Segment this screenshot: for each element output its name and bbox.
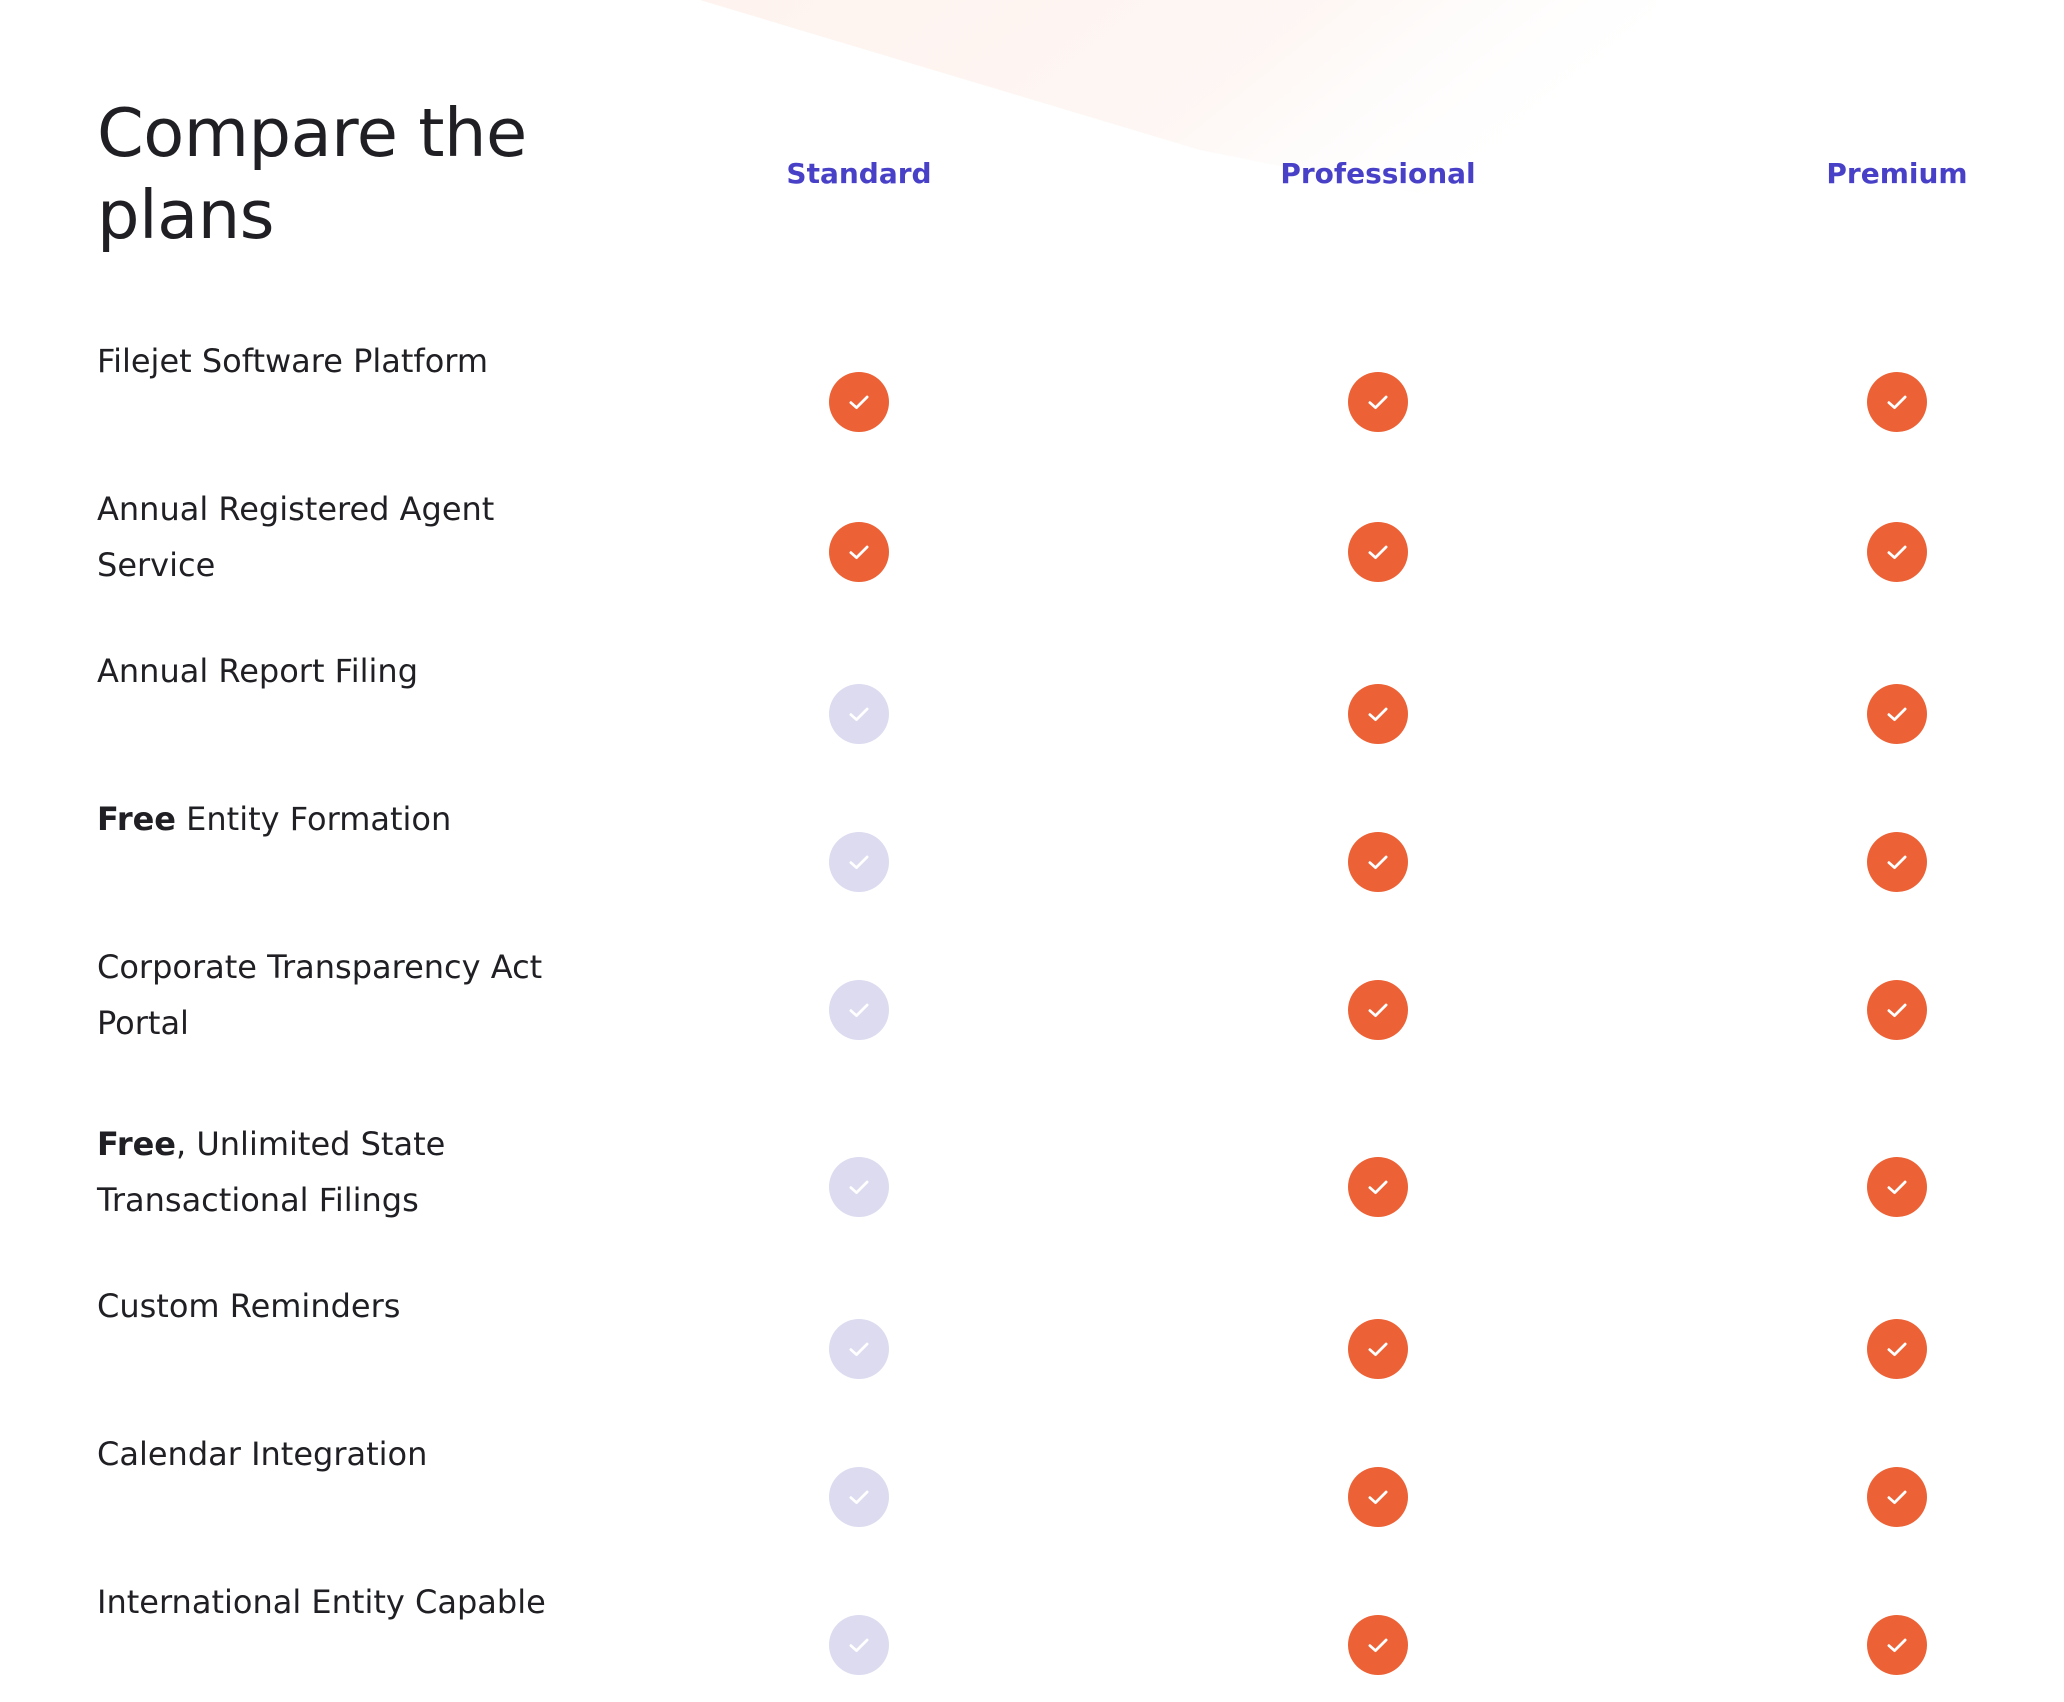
table-row: Free Entity Formation — [0, 791, 2064, 911]
feature-label-text: Entity Formation — [176, 800, 452, 838]
feature-label: Annual Report Filing — [97, 643, 617, 699]
check-circle-disabled-icon — [829, 1467, 889, 1527]
check-circle-icon — [1867, 1157, 1927, 1217]
table-row: Annual Registered Agent Service — [0, 481, 2064, 601]
check-circle-disabled-icon — [829, 980, 889, 1040]
feature-label: Free, Unlimited State Transactional Fili… — [97, 1116, 617, 1228]
feature-label-text: Custom Reminders — [97, 1287, 401, 1325]
check-circle-disabled-icon — [829, 684, 889, 744]
feature-label: Free Entity Formation — [97, 791, 617, 847]
feature-label-text: Annual Registered Agent Service — [97, 490, 495, 584]
page-title: Compare the plans — [97, 94, 527, 254]
check-circle-icon — [1348, 1157, 1408, 1217]
check-circle-icon — [829, 522, 889, 582]
table-row: Custom Reminders — [0, 1278, 2064, 1398]
feature-label: Custom Reminders — [97, 1278, 617, 1334]
feature-label: Annual Registered Agent Service — [97, 481, 617, 593]
plan-header-professional: Professional — [1280, 157, 1476, 190]
feature-label: International Entity Capable — [97, 1574, 617, 1630]
feature-label-text: Filejet Software Platform — [97, 342, 489, 380]
feature-label-emphasis: Free — [97, 1125, 176, 1163]
feature-label-text: Corporate Transparency Act Portal — [97, 948, 543, 1042]
table-row: International Entity Capable — [0, 1574, 2064, 1694]
table-row: Corporate Transparency Act Portal — [0, 939, 2064, 1059]
check-circle-disabled-icon — [829, 1319, 889, 1379]
table-row: Calendar Integration — [0, 1426, 2064, 1546]
check-circle-icon — [1867, 372, 1927, 432]
plan-header-premium: Premium — [1826, 157, 1968, 190]
feature-label: Filejet Software Platform — [97, 333, 617, 389]
check-circle-icon — [1867, 832, 1927, 892]
check-circle-icon — [1348, 1467, 1408, 1527]
feature-label-text: Calendar Integration — [97, 1435, 428, 1473]
check-circle-icon — [1867, 1615, 1927, 1675]
check-circle-icon — [1867, 980, 1927, 1040]
check-circle-icon — [829, 372, 889, 432]
feature-label-text: Annual Report Filing — [97, 652, 418, 690]
check-circle-icon — [1348, 522, 1408, 582]
check-circle-icon — [1348, 1615, 1408, 1675]
check-circle-icon — [1867, 1467, 1927, 1527]
check-circle-icon — [1867, 522, 1927, 582]
check-circle-icon — [1867, 684, 1927, 744]
check-circle-icon — [1348, 980, 1408, 1040]
feature-label: Calendar Integration — [97, 1426, 617, 1482]
check-circle-disabled-icon — [829, 1615, 889, 1675]
plan-header-standard: Standard — [786, 157, 932, 190]
check-circle-disabled-icon — [829, 832, 889, 892]
table-row: Filejet Software Platform — [0, 333, 2064, 453]
check-circle-disabled-icon — [829, 1157, 889, 1217]
check-circle-icon — [1348, 372, 1408, 432]
feature-label: Corporate Transparency Act Portal — [97, 939, 617, 1051]
check-circle-icon — [1348, 1319, 1408, 1379]
feature-label-emphasis: Free — [97, 800, 176, 838]
feature-label-text: International Entity Capable — [97, 1583, 546, 1621]
check-circle-icon — [1348, 832, 1408, 892]
table-row: Annual Report Filing — [0, 643, 2064, 763]
check-circle-icon — [1348, 684, 1408, 744]
check-circle-icon — [1867, 1319, 1927, 1379]
feature-label-text: , Unlimited State Transactional Filings — [97, 1125, 446, 1219]
table-row: Free, Unlimited State Transactional Fili… — [0, 1116, 2064, 1236]
